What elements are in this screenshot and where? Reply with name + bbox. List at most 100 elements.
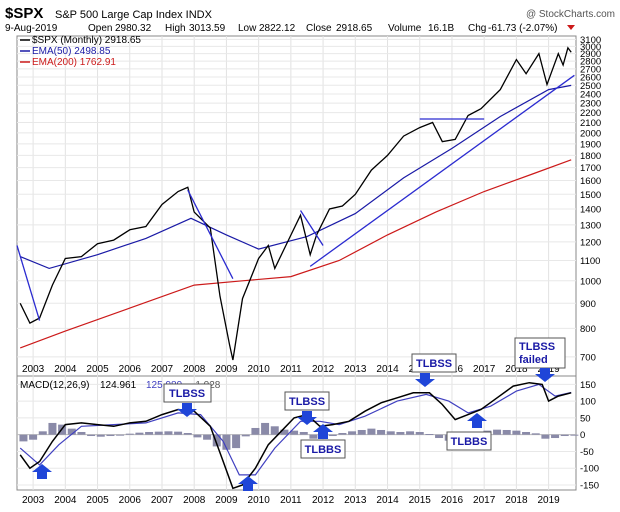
y-tick-label: 1600 <box>580 176 601 187</box>
x-tick-label: 2007 <box>151 364 174 375</box>
histogram-bar <box>328 434 337 437</box>
histogram-bar <box>290 430 299 435</box>
histogram-bar <box>560 434 569 437</box>
x-tick-label: 2006 <box>119 495 142 506</box>
low-label: Low <box>238 23 257 34</box>
y-tick-label: -100 <box>580 464 599 475</box>
histogram-bar <box>522 431 531 435</box>
histogram-bar <box>145 431 154 435</box>
annotation-text-6b: failed <box>519 354 548 366</box>
high-label: High <box>165 23 186 34</box>
y-tick-label: 0 <box>580 430 585 441</box>
histogram-bar <box>261 422 270 435</box>
histogram-bar <box>406 431 415 435</box>
y-tick-label: 1800 <box>580 151 601 162</box>
y-tick-label: 2300 <box>580 99 601 110</box>
macd-legend-v1: 124.961 <box>100 380 137 391</box>
annotation-box-5 <box>446 431 492 451</box>
arrow-up-icon <box>467 413 487 428</box>
histogram-bar <box>425 434 434 436</box>
price-grid <box>17 36 576 376</box>
chg-value: -61.73 (-2.07%) <box>488 23 557 34</box>
histogram-bar <box>29 434 38 440</box>
y-tick-label: 1700 <box>580 163 601 174</box>
y-tick-label: 3000 <box>580 42 601 53</box>
y-tick-label: 2100 <box>580 118 601 129</box>
x-tick-label: 2018 <box>505 495 528 506</box>
histogram-bar <box>357 429 366 435</box>
x-tick-label: 2010 <box>248 364 271 375</box>
macd-x-axis: 2003 2004 2005 2006 2007 2008 2009 2010 2011 2012… <box>22 495 560 506</box>
annotation-box-2 <box>284 391 330 411</box>
x-tick-label: 2014 <box>376 364 399 375</box>
x-tick-label: 2012 <box>312 364 335 375</box>
y-tick-label: 1000 <box>580 276 601 287</box>
macd-y-axis: -150 -100 -50 0 50 100 150 <box>580 380 599 492</box>
x-tick-label: 2017 <box>473 495 496 506</box>
ema200-line <box>19 159 572 349</box>
histogram-bar <box>154 431 163 435</box>
histogram-bar <box>299 431 308 435</box>
histogram-bar <box>212 434 221 447</box>
x-tick-label: 2003 <box>22 364 45 375</box>
histogram-bar <box>222 434 231 450</box>
y-tick-label: 800 <box>580 324 596 335</box>
arrow-up-icon <box>32 464 52 479</box>
histogram-bar <box>135 432 144 435</box>
open-value: 2980.32 <box>115 23 152 34</box>
x-tick-label: 2012 <box>312 495 335 506</box>
close-value: 2918.65 <box>336 23 373 34</box>
x-tick-label: 2004 <box>54 364 77 375</box>
histogram-bar <box>67 428 76 435</box>
histogram-bar <box>232 434 241 449</box>
y-tick-label: 3100 <box>580 35 601 46</box>
y-tick-label: -150 <box>580 480 599 491</box>
y-tick-label: 1900 <box>580 139 601 150</box>
symbol: $SPX <box>5 5 43 22</box>
y-tick-label: 2400 <box>580 90 601 101</box>
price-panel-frame <box>16 35 577 377</box>
x-tick-label: 2016 <box>441 495 464 506</box>
histogram-bar <box>270 426 279 435</box>
y-tick-label: -50 <box>580 447 594 458</box>
x-tick-label: 2005 <box>86 495 109 506</box>
histogram-bar <box>396 431 405 435</box>
y-tick-label: 1100 <box>580 256 600 267</box>
x-tick-label: 2015 <box>409 495 432 506</box>
x-tick-label: 2004 <box>54 495 77 506</box>
open-label: Open <box>88 23 112 34</box>
low-value: 2822.12 <box>259 23 296 34</box>
histogram-bar <box>309 434 318 439</box>
trendline <box>299 210 324 246</box>
y-tick-label: 150 <box>580 380 596 391</box>
legend-ema200: EMA(200) 1762.91 <box>32 57 116 68</box>
annotation-box-1 <box>163 383 212 403</box>
y-tick-label: 1300 <box>580 220 601 231</box>
volume-label: Volume <box>388 23 422 34</box>
x-tick-label: 2008 <box>183 364 206 375</box>
histogram-bar <box>116 434 125 436</box>
annotation-text-6a: TLBSS <box>519 341 555 353</box>
histogram-bar <box>38 431 47 435</box>
series-layer <box>19 46 572 490</box>
histogram-bar <box>106 434 115 437</box>
y-tick-label: 2600 <box>580 72 601 83</box>
histogram-bar <box>367 428 376 435</box>
price-legend: $SPX (Monthly) 2918.65 EMA(50) 2498.85 E… <box>20 35 141 68</box>
macd-signal-line <box>19 383 572 476</box>
x-tick-label: 2009 <box>215 364 238 375</box>
y-tick-label: 1500 <box>580 190 601 201</box>
histogram-bar <box>96 434 105 437</box>
legend-ema50: EMA(50) 2498.85 <box>32 46 111 57</box>
price-x-axis: 2003 2004 2005 2006 2007 2008 2009 2010 2011 2012… <box>22 364 560 375</box>
close-label: Close <box>306 23 332 34</box>
histogram-bar <box>541 434 550 439</box>
x-tick-label: 2005 <box>86 364 109 375</box>
y-tick-label: 100 <box>580 397 596 408</box>
arrow-down-icon <box>415 373 435 387</box>
y-tick-label: 700 <box>580 352 596 363</box>
y-tick-label: 50 <box>580 413 591 424</box>
arrow-up-icon <box>313 424 333 439</box>
annotation-box-4 <box>411 353 457 373</box>
